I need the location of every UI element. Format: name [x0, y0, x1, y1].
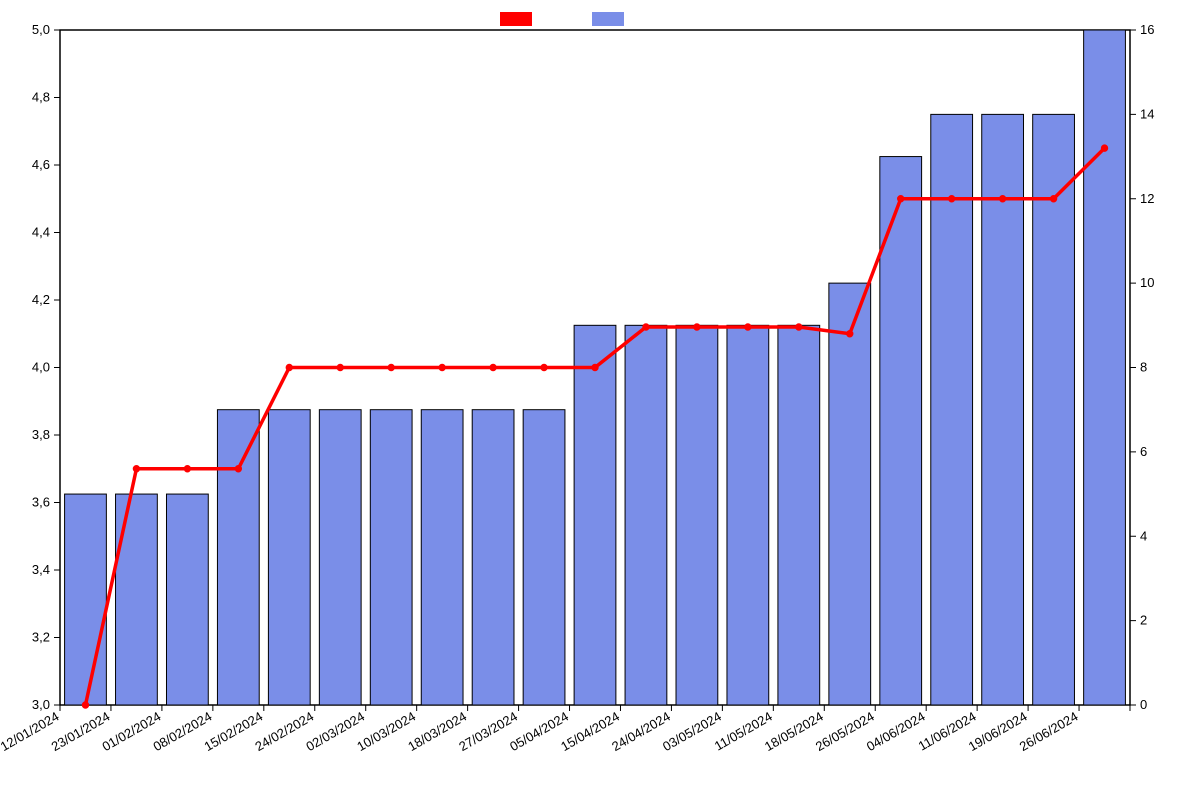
yleft-tick-label: 5,0 — [32, 22, 50, 37]
yright-tick-label: 4 — [1140, 528, 1147, 543]
bar — [574, 325, 616, 705]
bar — [523, 410, 565, 705]
bar — [931, 114, 973, 705]
chart-svg: 3,0 3,2 3,4 3,6 3,8 4,0 4,2 4,4 4,6 4,8 5,0 0 2 4 6 8 10… — [0, 0, 1200, 800]
yright-tick-label: 12 — [1140, 191, 1154, 206]
line-marker — [694, 324, 700, 330]
yleft-tick-label: 3,0 — [32, 697, 50, 712]
yleft-tick-label: 3,2 — [32, 630, 50, 645]
yleft-tick-label: 3,4 — [32, 562, 50, 577]
bar — [625, 325, 667, 705]
line-marker — [847, 331, 853, 337]
bar — [65, 494, 107, 705]
bar — [1033, 114, 1075, 705]
bar — [166, 494, 208, 705]
line-marker — [133, 466, 139, 472]
line-marker — [643, 324, 649, 330]
bar — [268, 410, 310, 705]
bar — [778, 325, 820, 705]
yright-tick-label: 16 — [1140, 22, 1154, 37]
bar — [421, 410, 463, 705]
yleft-tick-label: 4,8 — [32, 90, 50, 105]
line-marker — [592, 364, 598, 370]
yright-tick-label: 2 — [1140, 613, 1147, 628]
bar — [116, 494, 158, 705]
legend-swatch-line — [500, 12, 532, 26]
yleft-tick-label: 3,8 — [32, 427, 50, 442]
combo-chart: 3,0 3,2 3,4 3,6 3,8 4,0 4,2 4,4 4,6 4,8 5,0 0 2 4 6 8 10… — [0, 0, 1200, 800]
yleft-tick-label: 3,6 — [32, 495, 50, 510]
line-marker — [490, 364, 496, 370]
bar — [982, 114, 1024, 705]
line-marker — [999, 196, 1005, 202]
line-marker — [184, 466, 190, 472]
bar — [727, 325, 769, 705]
yright-tick-label: 8 — [1140, 360, 1147, 375]
yright-tick-label: 14 — [1140, 106, 1154, 121]
yright-tick-label: 10 — [1140, 275, 1154, 290]
line-marker — [235, 466, 241, 472]
line-marker — [82, 702, 88, 708]
yleft-tick-label: 4,2 — [32, 292, 50, 307]
bar — [676, 325, 718, 705]
bar — [370, 410, 412, 705]
line-marker — [541, 364, 547, 370]
legend-swatch-bar — [592, 12, 624, 26]
line-marker — [286, 364, 292, 370]
line-marker — [796, 324, 802, 330]
line-marker — [388, 364, 394, 370]
line-marker — [745, 324, 751, 330]
line-marker — [898, 196, 904, 202]
bar — [319, 410, 361, 705]
yleft-tick-label: 4,0 — [32, 360, 50, 375]
bar — [1084, 30, 1126, 705]
bar — [472, 410, 514, 705]
line-marker — [439, 364, 445, 370]
yright-tick-label: 0 — [1140, 697, 1147, 712]
yleft-tick-label: 4,6 — [32, 157, 50, 172]
line-marker — [1050, 196, 1056, 202]
line-marker — [1101, 145, 1107, 151]
line-marker — [948, 196, 954, 202]
bar — [829, 283, 871, 705]
line-marker — [337, 364, 343, 370]
yleft-tick-label: 4,4 — [32, 225, 50, 240]
yright-tick-label: 6 — [1140, 444, 1147, 459]
bar — [217, 410, 259, 705]
